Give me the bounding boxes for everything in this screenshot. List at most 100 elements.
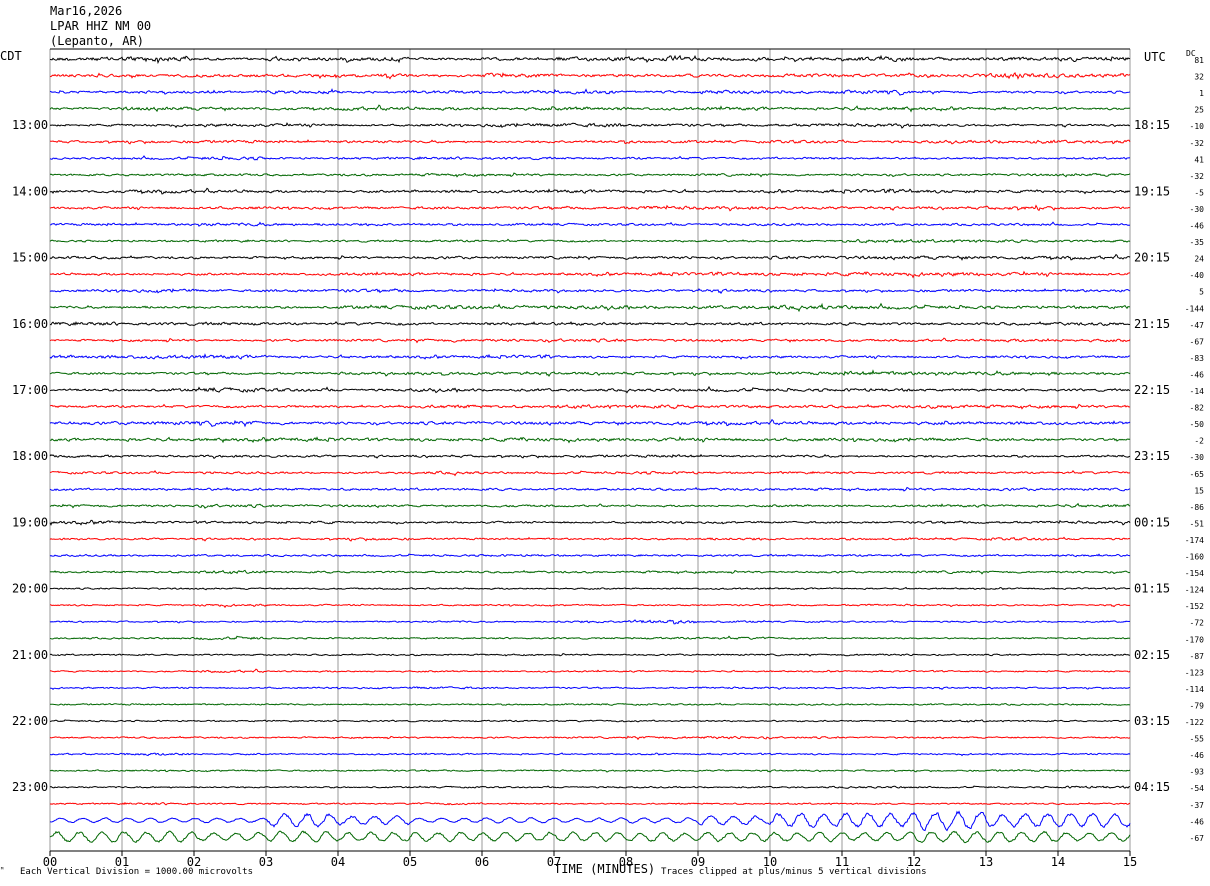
x-tick-label: 12	[907, 855, 921, 869]
utc-hour-label: 23:15	[1134, 449, 1170, 463]
dc-offset-value: -2	[1194, 437, 1204, 446]
trace-row-35	[49, 635, 1131, 641]
trace-row-29	[49, 536, 1131, 542]
dc-offset-value: 81	[1194, 56, 1204, 65]
dc-offset-header: DC	[1186, 49, 1196, 58]
dc-offset-value: -46	[1190, 222, 1205, 231]
x-tick-label: 08	[619, 855, 633, 869]
x-tick-label: 09	[691, 855, 705, 869]
trace-row-45	[49, 801, 1131, 806]
trace-row-10	[49, 221, 1131, 227]
dc-offset-value: -152	[1185, 602, 1204, 611]
trace-row-26	[49, 486, 1131, 492]
x-tick-label: 03	[259, 855, 273, 869]
trace-row-46	[49, 810, 1131, 832]
trace-row-47	[49, 830, 1131, 844]
trace-row-38	[49, 686, 1131, 690]
local-hour-label: 13:00	[12, 118, 48, 132]
utc-hour-label: 20:15	[1134, 251, 1170, 265]
dc-offset-value: -82	[1190, 404, 1205, 413]
dc-offset-value: 24	[1194, 255, 1204, 264]
dc-offset-value: -174	[1185, 536, 1204, 545]
trace-row-4	[49, 122, 1131, 129]
x-tick-label: 07	[547, 855, 561, 869]
trace-row-22	[49, 418, 1131, 428]
local-hour-label: 15:00	[12, 251, 48, 265]
dc-offset-value: -154	[1185, 569, 1204, 578]
trace-row-28	[49, 519, 1131, 526]
dc-offset-value: -93	[1190, 768, 1205, 777]
dc-offset-value: -54	[1190, 784, 1205, 793]
trace-row-17	[49, 337, 1131, 344]
dc-offset-value: -123	[1185, 668, 1204, 677]
x-tick-label: 11	[835, 855, 849, 869]
trace-row-43	[49, 769, 1131, 773]
trace-row-6	[49, 155, 1131, 161]
trace-row-44	[49, 785, 1131, 789]
dc-offset-value: -67	[1190, 834, 1205, 843]
dc-offset-value: -83	[1190, 354, 1205, 363]
local-hour-label: 14:00	[12, 184, 48, 198]
trace-row-2	[49, 88, 1131, 96]
x-tick-label: 00	[43, 855, 57, 869]
x-tick-label: 13	[979, 855, 993, 869]
dc-offset-value: -37	[1190, 801, 1205, 810]
dc-offset-value: -35	[1190, 238, 1205, 247]
utc-hour-label: 02:15	[1134, 648, 1170, 662]
x-tick-label: 05	[403, 855, 417, 869]
trace-row-42	[50, 752, 1131, 757]
dc-offset-value: -86	[1190, 503, 1205, 512]
x-tick-label: 02	[187, 855, 201, 869]
trace-row-39	[49, 702, 1131, 706]
local-hour-label: 18:00	[12, 449, 48, 463]
dc-offset-value: -122	[1185, 718, 1204, 727]
station-id: LPAR HHZ NM 00	[50, 19, 152, 33]
trace-row-7	[49, 172, 1131, 178]
trace-row-19	[49, 369, 1131, 377]
dc-offset-value: -30	[1190, 453, 1205, 462]
x-tick-label: 04	[331, 855, 345, 869]
local-hour-label: 16:00	[12, 317, 48, 331]
trace-row-18	[49, 353, 1130, 360]
dc-offset-value: -46	[1190, 751, 1205, 760]
trace-row-1	[49, 71, 1131, 80]
trace-row-12	[49, 253, 1131, 261]
local-hour-label: 20:00	[12, 582, 48, 596]
local-hour-label: 22:00	[12, 714, 48, 728]
dc-offset-value: -170	[1185, 635, 1204, 644]
local-hour-label: 17:00	[12, 383, 48, 397]
local-hour-label: 23:00	[12, 780, 48, 794]
utc-hour-label: 01:15	[1134, 582, 1170, 596]
utc-hour-label: 04:15	[1134, 780, 1170, 794]
dc-offset-value: -160	[1185, 553, 1204, 562]
x-tick-label: 01	[115, 855, 129, 869]
dc-offset-value: -79	[1190, 701, 1205, 710]
dc-offset-value: 25	[1194, 106, 1204, 115]
seismic-traces	[49, 54, 1131, 844]
dc-offset-value: 41	[1194, 155, 1204, 164]
trace-row-21	[49, 403, 1131, 410]
dc-offset-value: -72	[1190, 619, 1205, 628]
x-axis-ticks: 00 01 02 03 04 05 06 07 08 09 10 11 12 13 14 15	[43, 851, 1137, 869]
trace-row-13	[49, 270, 1131, 279]
dc-offset-value: -32	[1190, 139, 1205, 148]
trace-row-14	[49, 288, 1131, 295]
dc-offset-value: -14	[1190, 387, 1205, 396]
trace-row-16	[49, 321, 1131, 327]
dc-offset-labels: 81 32 1 25 -10 -32 41 -32 -5 -30 -46 -35 24 -40 5 -144 -…	[1185, 56, 1204, 843]
dc-offset-value: -40	[1190, 271, 1205, 280]
trace-row-24	[49, 453, 1131, 459]
trace-row-0	[49, 54, 1131, 65]
footer-mark-icon: ᴹ	[0, 866, 5, 874]
trace-row-9	[49, 204, 1131, 212]
dc-offset-value: -144	[1185, 304, 1204, 313]
dc-offset-value: -67	[1190, 337, 1205, 346]
utc-hour-label: 22:15	[1134, 383, 1170, 397]
dc-offset-value: -55	[1190, 735, 1205, 744]
dc-offset-value: 15	[1194, 486, 1204, 495]
scale-note: Each Vertical Division = 1000.00 microvo…	[20, 867, 253, 877]
trace-row-20	[49, 385, 1131, 394]
dc-offset-value: -114	[1185, 685, 1204, 694]
utc-hour-label: 18:15	[1134, 118, 1170, 132]
x-tick-label: 14	[1051, 855, 1065, 869]
